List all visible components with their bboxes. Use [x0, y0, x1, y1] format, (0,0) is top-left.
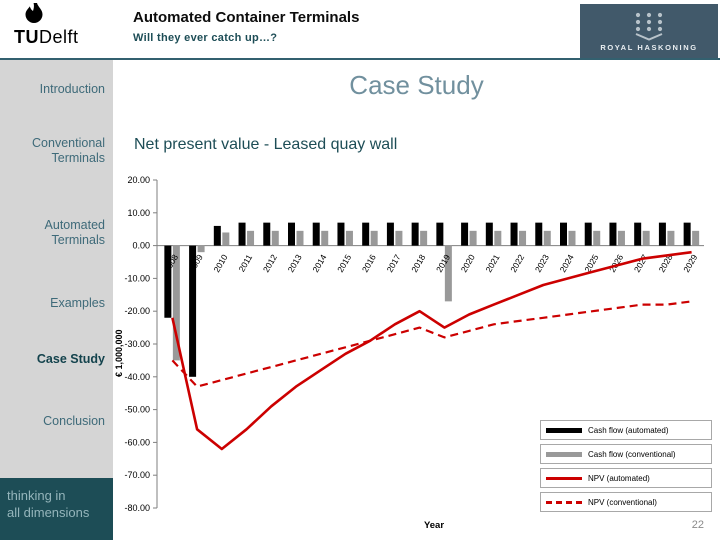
legend-label: Cash flow (automated) — [588, 425, 669, 435]
svg-text:-70.00: -70.00 — [124, 470, 150, 480]
svg-text:2012: 2012 — [261, 252, 279, 274]
chart-legend: Cash flow (automated) Cash flow (convent… — [540, 420, 712, 516]
legend-label: Cash flow (conventional) — [588, 449, 676, 459]
legend-swatch-red-dashed-line-icon — [546, 500, 582, 504]
sidebar-item-conclusion[interactable]: Conclusion — [43, 414, 105, 428]
svg-text:0.00: 0.00 — [132, 241, 150, 251]
header-divider — [0, 58, 720, 60]
royal-haskoning-mark-icon — [635, 12, 663, 41]
tudelft-tu-text: TU — [14, 27, 39, 47]
slide-header: TUDelft Automated Container Terminals Wi… — [0, 0, 720, 58]
chart-area: € 1,000,000 20.00 10.00 0.00 -10.00 -20.00 -3… — [112, 168, 718, 540]
svg-text:2010: 2010 — [211, 252, 229, 274]
royal-haskoning-logo: ROYAL HASKONING — [580, 4, 718, 58]
svg-text:2027: 2027 — [632, 252, 650, 274]
svg-text:2014: 2014 — [310, 252, 328, 274]
presentation-title: Automated Container Terminals — [133, 9, 360, 26]
sidebar-item-conventional-terminals[interactable]: Conventional Terminals — [32, 136, 105, 165]
svg-text:2020: 2020 — [459, 252, 477, 274]
legend-label: NPV (automated) — [588, 473, 650, 483]
tudelft-flame-icon — [25, 3, 43, 23]
legend-label: NPV (conventional) — [588, 497, 657, 507]
sidebar-nav: Introduction Conventional Terminals Auto… — [0, 60, 113, 540]
svg-text:20.00: 20.00 — [127, 175, 150, 185]
svg-text:-40.00: -40.00 — [124, 372, 150, 382]
svg-text:2011: 2011 — [236, 252, 254, 273]
svg-text:2013: 2013 — [286, 252, 304, 274]
svg-text:-80.00: -80.00 — [124, 503, 150, 513]
svg-text:10.00: 10.00 — [127, 208, 150, 218]
legend-item-npv-automated: NPV (automated) — [540, 468, 712, 488]
legend-item-cashflow-conventional: Cash flow (conventional) — [540, 444, 712, 464]
svg-text:2021: 2021 — [483, 252, 501, 274]
svg-text:2029: 2029 — [681, 252, 699, 274]
sidebar-item-automated-terminals[interactable]: Automated Terminals — [44, 218, 105, 247]
legend-swatch-gray-bar-icon — [546, 451, 582, 457]
tagline-line1: thinking in — [7, 488, 66, 503]
presentation-subtitle: Will they ever catch up…? — [133, 32, 278, 44]
x-axis-title: Year — [423, 520, 445, 531]
svg-text:-20.00: -20.00 — [124, 306, 150, 316]
legend-item-cashflow-automated: Cash flow (automated) — [540, 420, 712, 440]
sidebar-item-examples[interactable]: Examples — [50, 296, 105, 310]
sidebar-item-introduction[interactable]: Introduction — [39, 82, 105, 96]
tagline-box: thinking in all dimensions — [0, 478, 113, 540]
slide-title: Case Study — [349, 70, 484, 100]
npv-chart: 20.00 10.00 0.00 -10.00 -20.00 -30.00 -40.00 -5… — [124, 175, 704, 513]
svg-text:-50.00: -50.00 — [124, 405, 150, 415]
svg-text:2022: 2022 — [508, 252, 526, 274]
header-titles: Automated Container Terminals Will they … — [133, 9, 359, 44]
svg-text:2023: 2023 — [533, 252, 551, 274]
legend-swatch-black-bar-icon — [546, 427, 582, 433]
page-number: 22 — [691, 519, 704, 531]
tudelft-delft-text: Delft — [39, 27, 79, 47]
y-axis-title: € 1,000,000 — [114, 329, 124, 377]
svg-text:2018: 2018 — [409, 252, 427, 274]
tagline-line2: all dimensions — [7, 504, 90, 520]
sidebar-item-case-study[interactable]: Case Study — [36, 352, 105, 366]
svg-text:2016: 2016 — [360, 252, 378, 274]
svg-text:-30.00: -30.00 — [124, 339, 150, 349]
tudelft-logo: TUDelft — [14, 3, 124, 48]
svg-text:-60.00: -60.00 — [124, 437, 150, 447]
legend-item-npv-conventional: NPV (conventional) — [540, 492, 712, 512]
svg-text:2017: 2017 — [385, 252, 403, 274]
svg-text:2015: 2015 — [335, 252, 353, 274]
chart-heading: Net present value - Leased quay wall — [134, 136, 398, 153]
svg-text:2024: 2024 — [558, 252, 576, 274]
royal-haskoning-wordmark: ROYAL HASKONING — [600, 42, 698, 52]
svg-text:-10.00: -10.00 — [124, 273, 150, 283]
legend-swatch-red-line-icon — [546, 476, 582, 480]
tudelft-wordmark: TUDelft — [14, 27, 124, 48]
